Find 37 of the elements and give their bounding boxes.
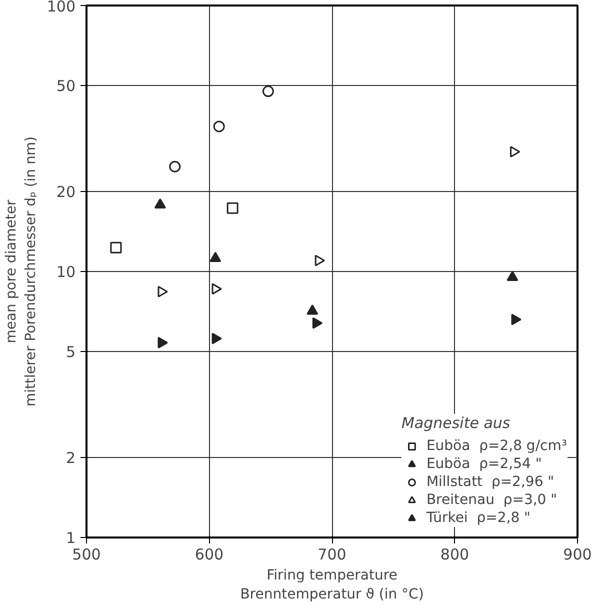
x-tick-label: 500 xyxy=(72,546,101,564)
x-axis-title: Firing temperature Brenntemperatur ϑ (in °C) xyxy=(240,568,424,603)
y-tick-label: 50 xyxy=(56,77,76,96)
x-tick-label: 800 xyxy=(440,546,470,564)
point xyxy=(213,120,225,132)
point xyxy=(154,198,166,209)
y-tick-label: 5 xyxy=(66,343,76,362)
point xyxy=(511,314,522,326)
point xyxy=(169,160,181,172)
point xyxy=(158,336,168,348)
point xyxy=(226,202,238,214)
x-tick-label: 900 xyxy=(563,546,592,564)
y-tick-label: 20 xyxy=(56,182,76,201)
legend-title: Magnesite aus xyxy=(401,414,512,432)
legend-label: Türkei ρ=2,8 " xyxy=(426,509,530,527)
y-tick-label: 10 xyxy=(56,263,76,281)
point xyxy=(314,254,326,266)
x-tick-label: 600 xyxy=(194,546,224,564)
point xyxy=(110,242,122,254)
point xyxy=(510,146,520,158)
y-tick-label: 100 xyxy=(46,0,76,16)
point xyxy=(312,317,323,329)
point xyxy=(306,304,318,315)
point xyxy=(212,332,222,344)
point xyxy=(506,270,518,282)
y-tick-label: 1 xyxy=(66,529,76,547)
y-axis-title: mean pore diameter mittlerer Porendurchmesser dₚ (in nm) xyxy=(4,136,39,407)
point xyxy=(210,252,222,262)
y-tick-label: 2 xyxy=(66,448,76,467)
x-tick-label: 700 xyxy=(318,546,346,564)
point xyxy=(158,286,168,298)
legend-label: Euböa ρ=2,8 g/cm³ xyxy=(426,437,567,455)
legend-label: Euböa ρ=2,54 " xyxy=(426,455,542,473)
point xyxy=(212,283,222,295)
legend-label: Breitenau ρ=3,0 " xyxy=(426,491,558,509)
point xyxy=(262,86,274,97)
legend-label: Millstatt ρ=2,96 " xyxy=(426,473,554,491)
